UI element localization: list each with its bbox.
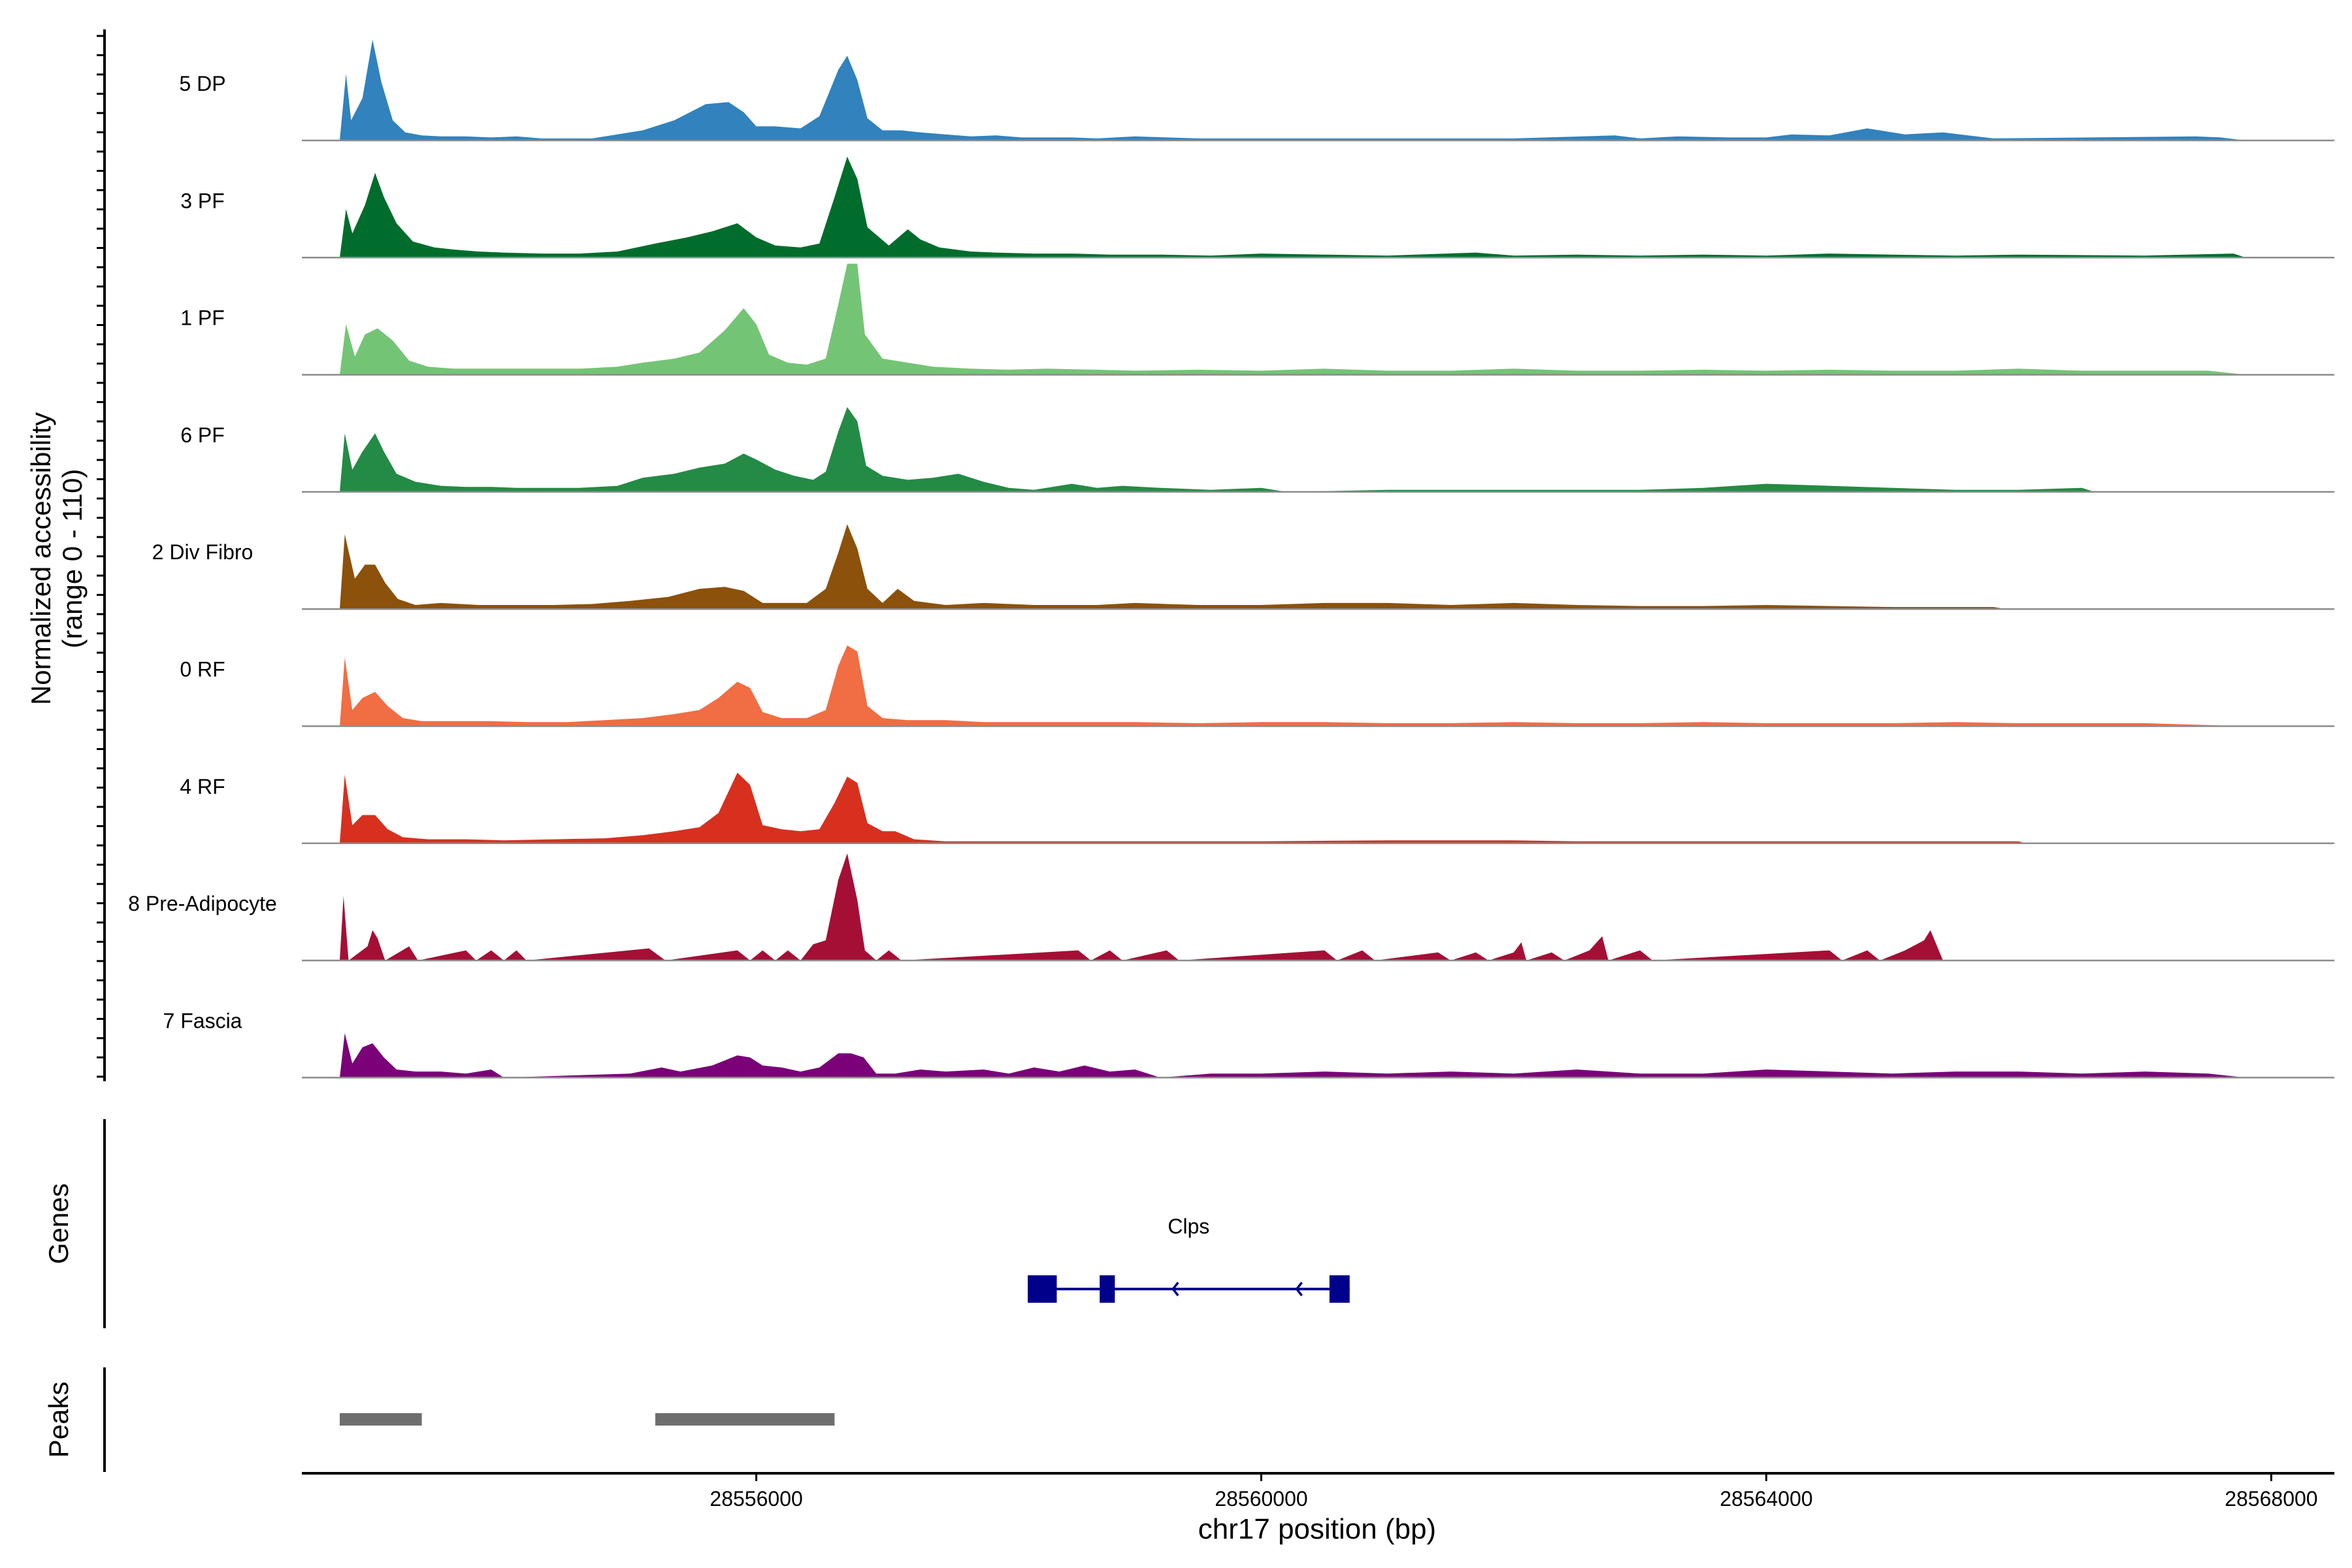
- x-tick-label: 28568000: [2225, 1487, 2317, 1511]
- peaks-panel: Peaks: [43, 1367, 835, 1472]
- genes-panel: Genes Clps: [43, 1119, 1350, 1328]
- y-axis-range-label: (range 0 - 110): [57, 469, 88, 649]
- track-label: 2 Div Fibro: [152, 540, 253, 564]
- gene-exon: [1028, 1275, 1057, 1303]
- track-4-rf: 4 RF: [180, 772, 2334, 845]
- peaks-track-label: Peaks: [43, 1382, 74, 1458]
- track-7-fascia: 7 Fascia: [163, 1009, 2334, 1079]
- track-0-rf: 0 RF: [180, 645, 2334, 727]
- track-5-dp: 5 DP: [179, 39, 2334, 142]
- track-8-pre-adipocyte: 8 Pre-Adipocyte: [128, 853, 2334, 962]
- x-axis-title: chr17 position (bp): [1198, 1513, 1436, 1545]
- genomic-x-axis: 28556000 28560000 28564000 28568000: [302, 1472, 2334, 1511]
- track-label: 3 PF: [180, 189, 225, 212]
- track-label: 8 Pre-Adipocyte: [128, 892, 277, 915]
- track-label: 7 Fascia: [163, 1009, 242, 1032]
- track-label: 1 PF: [180, 306, 225, 330]
- coverage-area: [340, 772, 2025, 843]
- track-1-pf: 1 PF: [180, 263, 2334, 376]
- x-tick-label: 28560000: [1215, 1487, 1307, 1511]
- peak-bar: [340, 1413, 422, 1426]
- gene-exon: [1100, 1275, 1115, 1303]
- track-label: 5 DP: [179, 72, 225, 95]
- strand-arrow: [1295, 1281, 1303, 1297]
- strand-arrow: [1171, 1281, 1179, 1297]
- track-6-pf: 6 PF: [180, 407, 2334, 493]
- gene-name-label: Clps: [1168, 1215, 1209, 1238]
- peak-bar: [655, 1413, 835, 1426]
- gene-exon: [1329, 1275, 1350, 1303]
- coverage-tracks: 5 DP 3 PF 1 PF 6 PF 2 Div Fibro 0 RF 4 RF 8 Pre…: [128, 39, 2334, 1079]
- track-2-div-fibro: 2 Div Fibro: [152, 524, 2334, 610]
- y-axis-title: Normalized accessibility: [25, 412, 56, 705]
- gene-model-clps: [1028, 1275, 1350, 1303]
- x-tick-label: 28556000: [710, 1487, 802, 1511]
- accessibility-y-axis: [97, 29, 106, 1081]
- peak-intervals: [340, 1413, 835, 1426]
- genes-track-label: Genes: [43, 1183, 74, 1264]
- track-label: 6 PF: [180, 423, 225, 447]
- x-tick-label: 28564000: [1720, 1487, 1812, 1511]
- coverage-area: [340, 1033, 2246, 1078]
- track-label: 0 RF: [180, 658, 225, 681]
- track-label: 4 RF: [180, 775, 225, 798]
- track-3-pf: 3 PF: [180, 156, 2334, 259]
